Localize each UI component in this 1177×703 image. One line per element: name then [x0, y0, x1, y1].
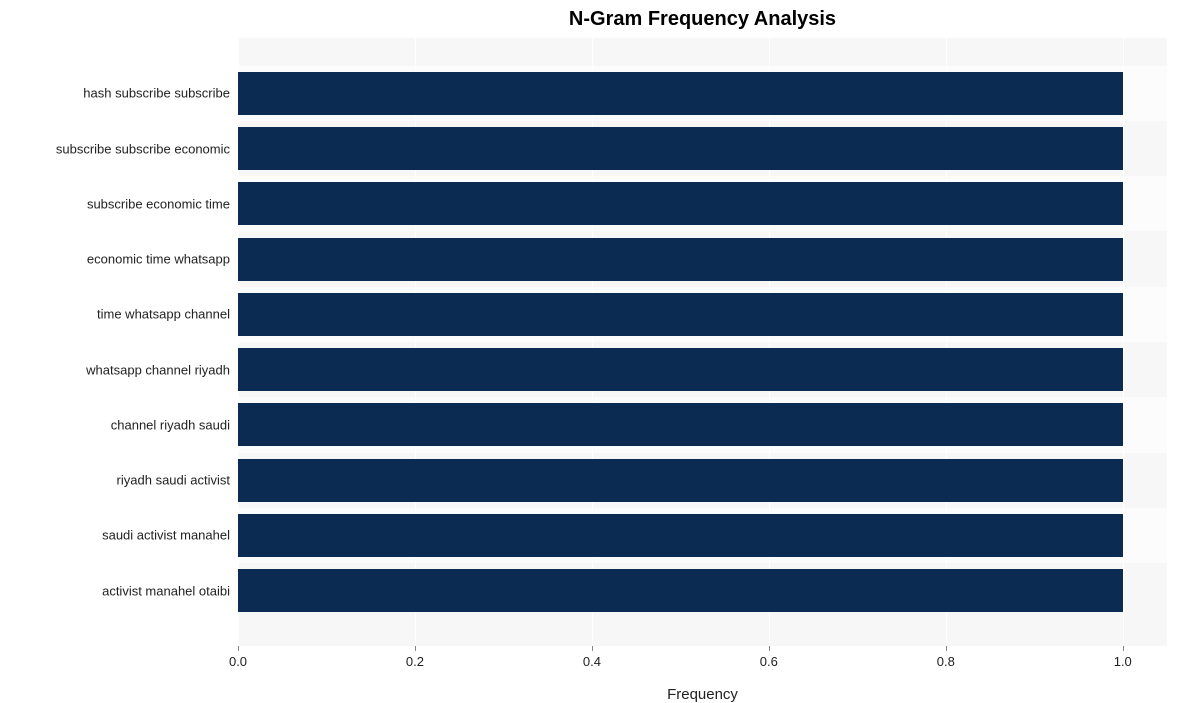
y-tick-label: subscribe subscribe economic [56, 141, 238, 156]
bar [238, 514, 1123, 557]
x-tick-label: 0.6 [760, 646, 778, 669]
gridline [1123, 38, 1124, 646]
y-tick-label: whatsapp channel riyadh [86, 362, 238, 377]
ngram-frequency-chart: N-Gram Frequency Analysis hash subscribe… [0, 0, 1177, 701]
bar [238, 293, 1123, 336]
y-tick-label: economic time whatsapp [87, 252, 238, 267]
bar [238, 459, 1123, 502]
bar [238, 72, 1123, 115]
y-tick-label: activist manahel otaibi [102, 583, 238, 598]
bar [238, 569, 1123, 612]
chart-title: N-Gram Frequency Analysis [238, 8, 1167, 31]
plot-area: hash subscribe subscribesubscribe subscr… [238, 38, 1167, 646]
y-tick-label: channel riyadh saudi [111, 417, 238, 432]
x-tick-label: 0.8 [937, 646, 955, 669]
bar [238, 348, 1123, 391]
x-tick-label: 1.0 [1114, 646, 1132, 669]
bar [238, 182, 1123, 225]
y-tick-label: hash subscribe subscribe [83, 86, 238, 101]
y-tick-label: riyadh saudi activist [117, 473, 238, 488]
bar [238, 403, 1123, 446]
bar [238, 127, 1123, 170]
x-tick-label: 0.2 [406, 646, 424, 669]
y-tick-label: time whatsapp channel [97, 307, 238, 322]
x-tick-label: 0.4 [583, 646, 601, 669]
x-tick-label: 0.0 [229, 646, 247, 669]
bar [238, 238, 1123, 281]
x-axis-label: Frequency [238, 686, 1167, 703]
y-tick-label: saudi activist manahel [102, 528, 238, 543]
y-tick-label: subscribe economic time [87, 196, 238, 211]
